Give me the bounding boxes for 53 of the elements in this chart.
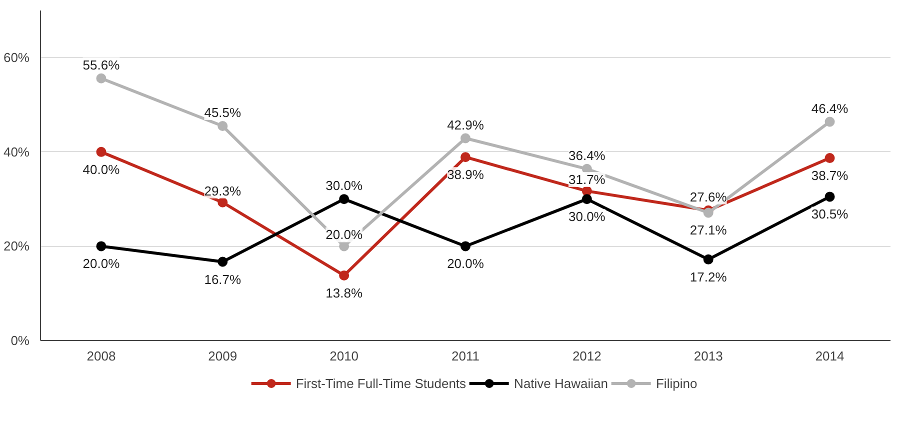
data-label: 13.8% xyxy=(326,285,363,300)
point xyxy=(460,133,470,144)
data-label: 30.0% xyxy=(568,209,606,224)
data-label: 20.0% xyxy=(326,227,363,242)
legend-label: Filipino xyxy=(656,376,698,390)
point xyxy=(96,241,106,252)
point xyxy=(218,197,228,208)
y-tick-label: 60% xyxy=(3,50,30,66)
data-label: 38.9% xyxy=(447,167,484,182)
point xyxy=(218,121,228,131)
point xyxy=(703,208,714,218)
x-tick-label: 2008 xyxy=(86,348,116,364)
data-label: 40.0% xyxy=(82,162,120,177)
data-label: 16.7% xyxy=(204,272,242,287)
data-label: 27.1% xyxy=(690,222,728,238)
x-tick-label: 2011 xyxy=(452,348,480,364)
x-tick-label: 2014 xyxy=(815,348,844,364)
data-label: 29.3% xyxy=(204,183,242,198)
data-label: 17.2% xyxy=(690,269,728,284)
data-label: 27.6% xyxy=(690,189,728,204)
point xyxy=(824,192,835,202)
data-label: 38.7% xyxy=(811,168,849,184)
point xyxy=(824,153,835,164)
data-label: 31.7% xyxy=(568,172,606,188)
legend-label: Native Hawaiian xyxy=(514,376,608,390)
point xyxy=(339,194,350,204)
point xyxy=(218,256,228,267)
data-label: 42.9% xyxy=(447,117,484,132)
x-tick-label: 2013 xyxy=(694,348,723,364)
point xyxy=(582,194,592,204)
point xyxy=(339,270,350,280)
point xyxy=(460,241,470,252)
data-label: 46.4% xyxy=(811,100,849,116)
data-label: 30.5% xyxy=(811,206,849,222)
y-tick-label: 20% xyxy=(3,238,30,254)
point xyxy=(460,152,470,162)
data-label: 30.0% xyxy=(326,178,363,194)
data-label: 45.5% xyxy=(204,105,242,120)
point xyxy=(703,254,714,264)
x-tick-label: 2012 xyxy=(572,348,602,364)
point xyxy=(96,146,106,157)
legend-label: First-Time Full-Time Students xyxy=(296,376,466,390)
data-label: 55.6% xyxy=(82,57,120,72)
y-tick-label: 40% xyxy=(3,144,30,160)
data-label: 20.0% xyxy=(82,256,120,272)
point xyxy=(824,116,835,127)
x-tick-label: 2010 xyxy=(330,348,359,364)
y-tick-label: 0% xyxy=(10,333,30,348)
x-tick-label: 2009 xyxy=(208,348,238,364)
point xyxy=(339,241,350,252)
data-label: 20.0% xyxy=(447,256,484,272)
data-label: 36.4% xyxy=(568,148,606,163)
point xyxy=(96,73,106,84)
